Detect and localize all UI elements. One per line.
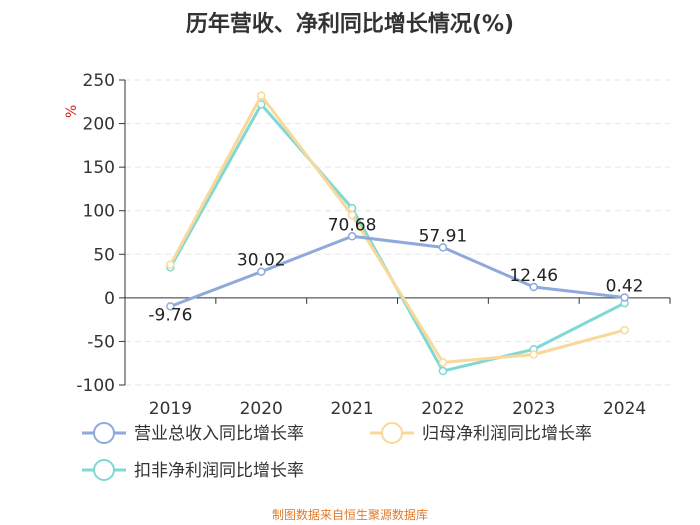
source-note: 制图数据来自恒生聚源数据库 bbox=[271, 508, 428, 522]
data-point bbox=[166, 260, 175, 269]
y-tick-label: 250 bbox=[83, 71, 115, 91]
y-axis-unit-label: % bbox=[64, 105, 80, 118]
data-point bbox=[347, 232, 357, 241]
y-tick-label: -50 bbox=[87, 332, 115, 352]
data-point bbox=[166, 302, 175, 311]
series-line bbox=[169, 102, 626, 373]
data-label: 12.46 bbox=[509, 266, 558, 286]
data-point bbox=[257, 267, 266, 276]
legend-label: 扣非净利润同比增长率 bbox=[134, 461, 304, 481]
x-tick-label: 2022 bbox=[421, 399, 464, 419]
legend-marker bbox=[93, 459, 115, 481]
y-tick-label: 200 bbox=[83, 115, 115, 135]
data-labels: -9.76 30.02 70.68 57.91 12.46 0.42 bbox=[148, 215, 643, 325]
x-tick-label: 2020 bbox=[240, 399, 283, 419]
y-tick-label: 50 bbox=[93, 245, 115, 265]
legend-label: 营业总收入同比增长率 bbox=[134, 424, 304, 444]
data-point bbox=[529, 350, 538, 359]
data-label: 0.42 bbox=[606, 276, 644, 296]
data-label: -9.76 bbox=[148, 305, 192, 325]
data-point bbox=[347, 210, 357, 220]
legend-label: 归母净利润同比增长率 bbox=[422, 424, 592, 444]
data-point bbox=[529, 282, 538, 292]
data-point bbox=[620, 325, 629, 335]
legend-marker bbox=[93, 422, 115, 444]
y-tick-label: 150 bbox=[83, 158, 115, 178]
y-tick-label: -100 bbox=[76, 376, 115, 396]
x-tick-label: 2024 bbox=[603, 399, 646, 419]
data-label: 57.91 bbox=[419, 226, 468, 246]
legend-marker bbox=[381, 422, 403, 444]
data-label: 30.02 bbox=[237, 251, 286, 271]
y-tick-label: 0 bbox=[104, 289, 115, 309]
x-tick-label: 2021 bbox=[330, 399, 373, 419]
chart-title: 历年营收、净利同比增长情况(%) bbox=[185, 12, 515, 37]
series-line bbox=[169, 234, 625, 308]
data-label: 70.68 bbox=[328, 215, 377, 235]
data-point bbox=[438, 366, 448, 376]
data-point bbox=[257, 91, 266, 100]
data-point bbox=[438, 358, 448, 367]
series-line bbox=[169, 94, 625, 364]
data-point bbox=[438, 243, 448, 252]
data-point bbox=[620, 293, 629, 302]
axes: 250 200 150 100 50 0 -50 -100 2019 2020 2021 2022 20… bbox=[76, 71, 671, 419]
x-tick-label: 2019 bbox=[149, 399, 192, 419]
series-lines bbox=[166, 91, 629, 376]
y-tick-label: 100 bbox=[83, 202, 115, 222]
x-tick-label: 2023 bbox=[512, 399, 555, 419]
